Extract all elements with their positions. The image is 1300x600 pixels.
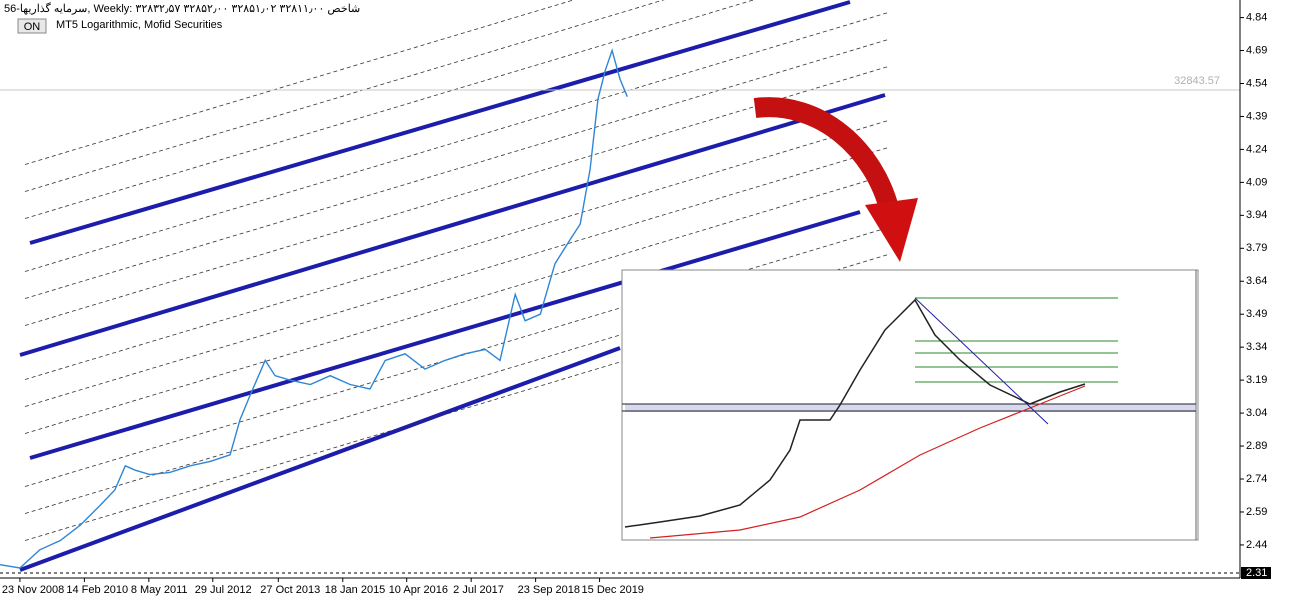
channel-line: [29, 0, 851, 245]
y-tick-label: 3.34: [1246, 341, 1267, 353]
channel-line: [19, 93, 886, 357]
y-tick-label: 4.09: [1246, 176, 1267, 188]
channel-dashed: [24, 65, 891, 326]
price-label: 32843.57: [1174, 75, 1220, 87]
bottom-marker-box: [1241, 567, 1271, 579]
inset-trend: [914, 297, 1049, 425]
chart-title: 56-سرمایه گذاریها, Weekly: ۳۲۸۳۲٫۵۷ ۳۲۸۵…: [4, 2, 360, 15]
y-tick-label: 4.84: [1246, 11, 1267, 23]
y-tick-label: 3.19: [1246, 374, 1267, 386]
arrow-head: [865, 198, 918, 262]
button-label[interactable]: ON: [24, 21, 41, 33]
inset-price: [624, 298, 1086, 528]
channel-dashed: [24, 119, 891, 380]
x-tick-label: 18 Jan 2015: [325, 584, 386, 596]
x-tick-label: 10 Apr 2016: [389, 584, 448, 596]
x-tick-label: 23 Nov 2008: [2, 584, 64, 596]
bottom-marker: 2.31: [1246, 567, 1267, 579]
x-tick-label: 15 Dec 2019: [582, 584, 644, 596]
price-line: [0, 48, 628, 569]
arrow-body: [753, 97, 900, 215]
y-tick-label: 4.39: [1246, 110, 1267, 122]
channel-dashed: [24, 0, 575, 165]
channel-line: [19, 346, 621, 572]
y-tick-label: 4.24: [1246, 143, 1267, 155]
y-tick-label: 2.89: [1246, 440, 1267, 452]
x-tick-label: 8 May 2011: [131, 584, 188, 596]
inset-chart: [621, 269, 1199, 541]
inset-ma: [649, 385, 1086, 539]
y-tick-label: 3.64: [1246, 275, 1267, 287]
x-tick-label: 14 Feb 2010: [66, 584, 128, 596]
x-tick-label: 29 Jul 2012: [195, 584, 252, 596]
channel-line: [29, 210, 861, 460]
chart-subtitle: MT5 Logarithmic, Mofid Securities: [56, 19, 223, 31]
y-tick-label: 2.44: [1246, 539, 1267, 551]
y-tick-label: 3.49: [1246, 308, 1267, 320]
y-tick-label: 3.79: [1246, 242, 1267, 254]
channel-dashed: [24, 173, 891, 434]
on-button[interactable]: [17, 18, 47, 34]
channel-dashed: [24, 146, 891, 407]
y-tick-label: 3.94: [1246, 209, 1267, 221]
x-tick-label: 27 Oct 2013: [260, 584, 320, 596]
y-tick-label: 2.59: [1246, 506, 1267, 518]
plot: [0, 48, 628, 569]
y-tick-label: 4.69: [1246, 44, 1267, 56]
y-tick-label: 4.54: [1246, 77, 1267, 89]
x-tick-label: 2 Jul 2017: [453, 584, 504, 596]
inset-zone: [625, 404, 1195, 412]
channel-dashed: [24, 11, 891, 272]
y-tick-label: 2.74: [1246, 473, 1267, 485]
x-tick-label: 23 Sep 2018: [518, 584, 580, 596]
channel-dashed: [24, 0, 665, 192]
y-tick-label: 3.04: [1246, 407, 1267, 419]
channel-dashed: [24, 38, 891, 299]
channel-dashed: [24, 0, 755, 219]
